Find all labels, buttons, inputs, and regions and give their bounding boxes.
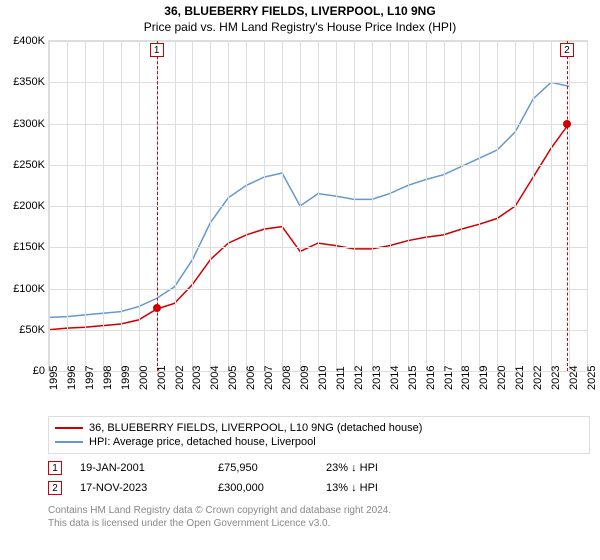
x-axis-label: 1999	[120, 366, 132, 390]
y-axis-label: £200K	[13, 200, 45, 212]
legend-label-property: 36, BLUEBERRY FIELDS, LIVERPOOL, L10 9NG…	[89, 422, 422, 434]
x-axis-label: 2016	[425, 366, 437, 390]
x-axis-label: 2024	[568, 366, 580, 390]
x-axis-label: 2013	[371, 366, 383, 390]
legend: 36, BLUEBERRY FIELDS, LIVERPOOL, L10 9NG…	[48, 416, 590, 454]
sale-hpi-1: 23% ↓ HPI	[326, 462, 416, 474]
y-axis-label: £0	[33, 365, 45, 377]
chart-plot-area: £0£50K£100K£150K£200K£250K£300K£350K£400…	[48, 40, 588, 372]
y-axis-label: £400K	[13, 35, 45, 47]
chart-marker-dot	[563, 120, 571, 128]
chart-marker-box: 1	[150, 43, 164, 57]
x-axis-label: 2005	[227, 366, 239, 390]
table-row: 2 17-NOV-2023 £300,000 13% ↓ HPI	[48, 478, 590, 498]
x-axis-label: 2010	[317, 366, 329, 390]
y-axis-label: £50K	[19, 324, 45, 336]
sale-hpi-2: 13% ↓ HPI	[326, 482, 416, 494]
table-row: 1 19-JAN-2001 £75,950 23% ↓ HPI	[48, 458, 590, 478]
sale-price-2: £300,000	[218, 482, 308, 494]
x-axis-label: 2015	[407, 366, 419, 390]
x-axis-label: 2017	[443, 366, 455, 390]
y-axis-label: £350K	[13, 76, 45, 88]
x-axis-label: 1996	[66, 366, 78, 390]
x-axis-label: 2001	[156, 366, 168, 390]
sale-date-2: 17-NOV-2023	[80, 482, 200, 494]
x-axis-label: 2008	[281, 366, 293, 390]
y-axis-label: £150K	[13, 241, 45, 253]
sales-table: 1 19-JAN-2001 £75,950 23% ↓ HPI 2 17-NOV…	[48, 458, 590, 498]
x-axis-label: 1995	[48, 366, 60, 390]
x-axis-label: 2018	[460, 366, 472, 390]
footer-line1: Contains HM Land Registry data © Crown c…	[48, 504, 590, 517]
x-axis-label: 2007	[263, 366, 275, 390]
sale-marker-1: 1	[48, 461, 62, 475]
sale-marker-2: 2	[48, 481, 62, 495]
legend-label-hpi: HPI: Average price, detached house, Live…	[89, 436, 316, 448]
x-axis-label: 2019	[478, 366, 490, 390]
legend-swatch-property	[55, 427, 83, 429]
footer-attribution: Contains HM Land Registry data © Crown c…	[48, 504, 590, 530]
x-axis-label: 2023	[550, 366, 562, 390]
chart-marker-dot	[153, 304, 161, 312]
chart-marker-box: 2	[560, 43, 574, 57]
footer-line2: This data is licensed under the Open Gov…	[48, 517, 590, 530]
x-axis-label: 2021	[514, 366, 526, 390]
x-axis-label: 2014	[389, 366, 401, 390]
legend-row-property: 36, BLUEBERRY FIELDS, LIVERPOOL, L10 9NG…	[55, 421, 583, 435]
chart-subtitle: Price paid vs. HM Land Registry's House …	[0, 18, 600, 40]
y-axis-label: £300K	[13, 118, 45, 130]
y-axis-label: £100K	[13, 283, 45, 295]
x-axis-label: 2006	[245, 366, 257, 390]
x-axis-label: 2003	[191, 366, 203, 390]
sale-date-1: 19-JAN-2001	[80, 462, 200, 474]
x-axis-label: 2012	[353, 366, 365, 390]
x-axis-label: 2025	[586, 366, 598, 390]
x-axis-label: 2009	[299, 366, 311, 390]
x-axis-label: 2020	[496, 366, 508, 390]
x-axis-label: 2011	[335, 366, 347, 390]
sale-price-1: £75,950	[218, 462, 308, 474]
x-axis-label: 2004	[209, 366, 221, 390]
x-axis-label: 2022	[532, 366, 544, 390]
x-axis-label: 2000	[138, 366, 150, 390]
legend-swatch-hpi	[55, 441, 83, 443]
chart-container: 36, BLUEBERRY FIELDS, LIVERPOOL, L10 9NG…	[0, 0, 600, 560]
x-axis-label: 1998	[102, 366, 114, 390]
x-axis-label: 2002	[174, 366, 186, 390]
legend-row-hpi: HPI: Average price, detached house, Live…	[55, 435, 583, 449]
x-axis-labels: 1995199619971998199920002001200220032004…	[48, 372, 588, 410]
y-axis-label: £250K	[13, 159, 45, 171]
chart-title: 36, BLUEBERRY FIELDS, LIVERPOOL, L10 9NG	[0, 0, 600, 18]
x-axis-label: 1997	[84, 366, 96, 390]
